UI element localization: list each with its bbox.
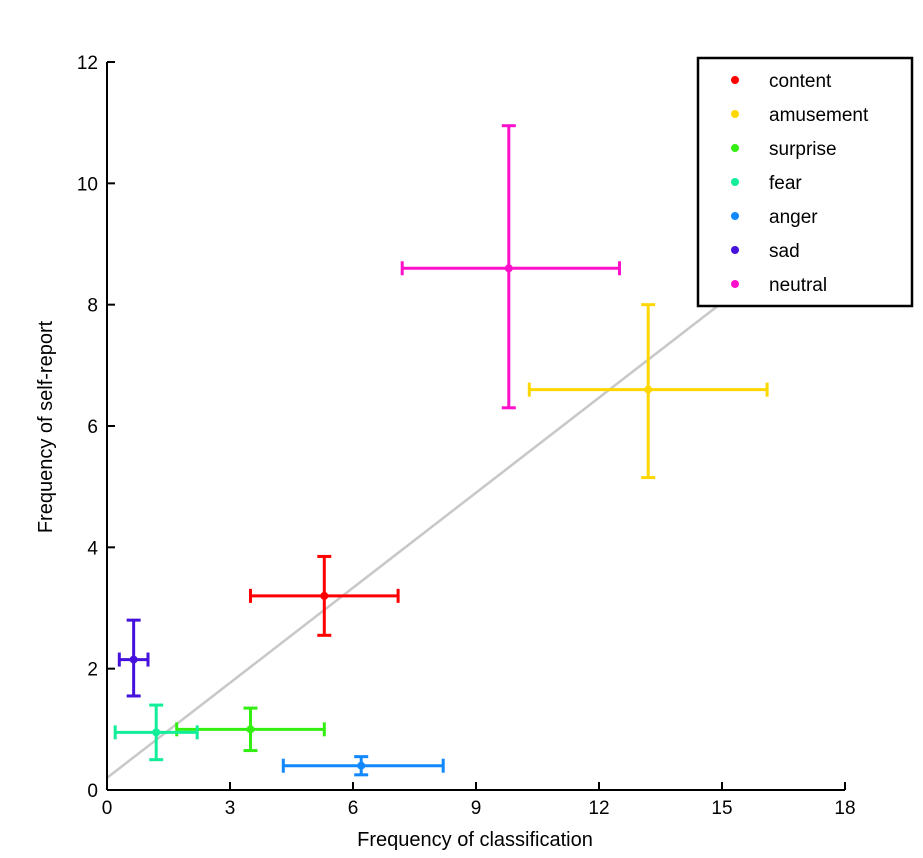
data-point — [152, 728, 161, 737]
legend: content amusement surprise fear anger sad neut… — [696, 56, 914, 308]
series-fear — [113, 703, 199, 762]
y-tick-label: 10 — [77, 174, 98, 195]
legend-marker — [731, 110, 739, 118]
legend-label: amusement — [769, 105, 869, 126]
legend-item-amusement: amusement — [731, 105, 869, 126]
data-point — [129, 655, 138, 664]
series-amusement — [527, 303, 769, 480]
legend-item-anger: anger — [731, 207, 818, 228]
y-tick-label: 12 — [77, 53, 98, 74]
x-tick-label: 3 — [225, 798, 236, 819]
x-tick-label: 15 — [711, 798, 732, 819]
y-axis-title: Frequency of self-report — [35, 320, 57, 533]
series-layer — [113, 124, 769, 777]
legend-marker — [731, 178, 739, 186]
legend-item-content: content — [731, 71, 832, 92]
legend-label: fear — [769, 173, 802, 194]
y-tick-label: 0 — [87, 781, 98, 802]
legend-item-neutral: neutral — [731, 275, 827, 296]
x-tick-label: 12 — [588, 798, 609, 819]
x-axis-title: Frequency of classification — [357, 829, 593, 851]
series-sad — [117, 618, 150, 698]
x-tick-label: 6 — [348, 798, 359, 819]
y-tick-label: 8 — [87, 296, 98, 317]
series-content — [249, 554, 400, 637]
legend-item-fear: fear — [731, 173, 802, 194]
legend-label: sad — [769, 241, 800, 262]
legend-item-surprise: surprise — [731, 139, 837, 160]
series-neutral — [400, 124, 621, 410]
axes-layer: 0 3 6 9 12 15 18 0 2 4 6 8 10 12 — [77, 53, 856, 819]
series-surprise — [175, 706, 326, 753]
x-tick-label: 18 — [834, 798, 855, 819]
legend-item-sad: sad — [731, 241, 800, 262]
legend-label: content — [769, 71, 832, 92]
legend-marker — [731, 280, 739, 288]
data-point — [504, 264, 513, 273]
legend-label: anger — [769, 207, 818, 228]
data-point — [357, 761, 366, 770]
data-point — [644, 385, 653, 394]
legend-marker — [731, 246, 739, 254]
legend-marker — [731, 144, 739, 152]
series-anger — [281, 755, 445, 777]
x-tick-label: 9 — [471, 798, 482, 819]
y-tick-label: 2 — [87, 660, 98, 681]
legend-box — [696, 56, 914, 308]
y-tick-label: 4 — [87, 538, 98, 559]
y-tick-label: 6 — [87, 417, 98, 438]
x-tick-label: 0 — [102, 798, 113, 819]
legend-marker — [731, 212, 739, 220]
legend-marker — [731, 76, 739, 84]
legend-label: surprise — [769, 139, 837, 160]
legend-label: neutral — [769, 275, 827, 296]
data-point — [320, 591, 329, 600]
data-point — [246, 725, 255, 734]
